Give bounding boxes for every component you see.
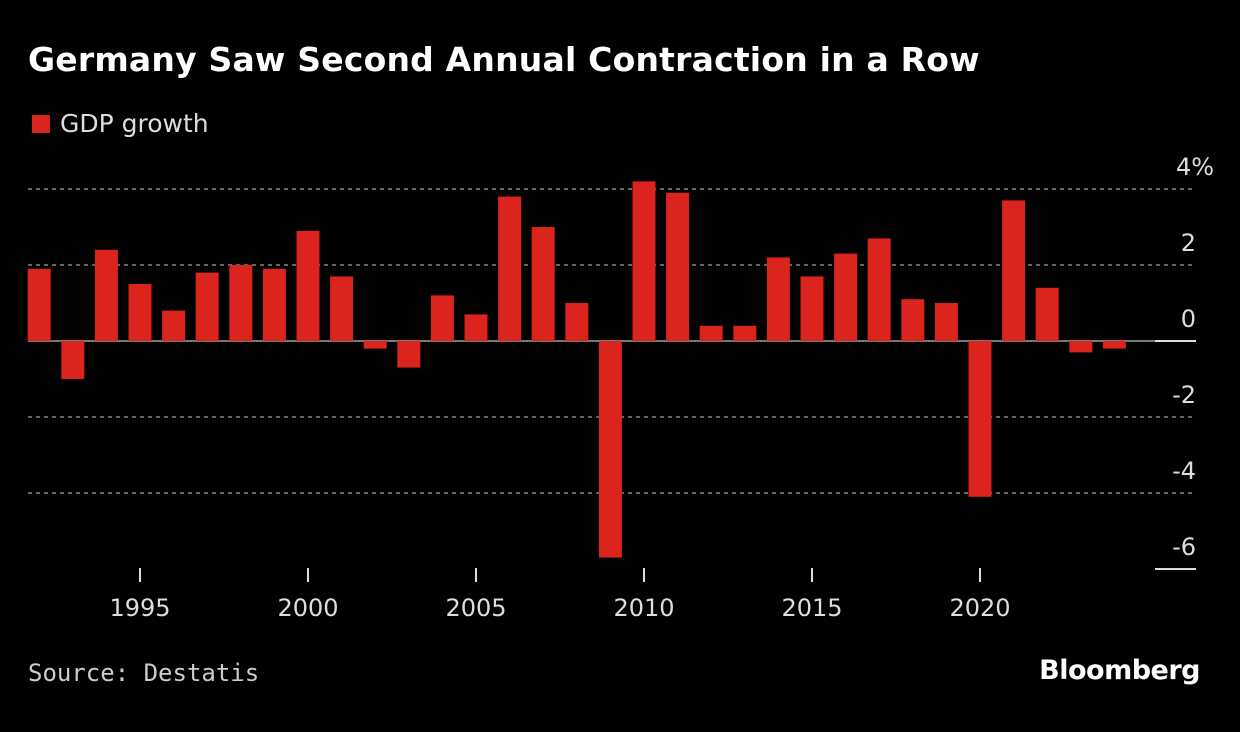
bar-2010 bbox=[632, 181, 656, 341]
bloomberg-logo: Bloomberg bbox=[1039, 655, 1200, 686]
bar-1994 bbox=[94, 249, 118, 341]
bar-2012 bbox=[699, 325, 723, 341]
y-tick-label: 0 bbox=[1181, 305, 1196, 333]
x-tick-label: 2015 bbox=[781, 594, 842, 622]
legend-swatch bbox=[32, 114, 50, 133]
bar-2007 bbox=[531, 227, 555, 341]
bar-1993 bbox=[61, 341, 85, 379]
x-tick-label: 2020 bbox=[949, 594, 1010, 622]
bar-2016 bbox=[834, 253, 858, 341]
bar-1992 bbox=[27, 268, 51, 341]
bar-2024 bbox=[1102, 341, 1126, 349]
bar-2006 bbox=[498, 196, 522, 341]
bar-2015 bbox=[800, 276, 824, 341]
bar-2011 bbox=[666, 192, 690, 341]
bar-2022 bbox=[1035, 287, 1059, 341]
bar-2018 bbox=[901, 299, 925, 341]
x-tick-label: 1995 bbox=[109, 594, 170, 622]
bar-2020 bbox=[968, 341, 992, 497]
y-tick-label: -2 bbox=[1172, 381, 1196, 409]
source-note: Source: Destatis bbox=[28, 659, 260, 687]
bar-2019 bbox=[934, 303, 958, 341]
y-tick-label: 2 bbox=[1181, 229, 1196, 257]
bar-2017 bbox=[867, 238, 891, 341]
bar-2001 bbox=[330, 276, 354, 341]
bar-2009 bbox=[598, 341, 622, 558]
bar-2000 bbox=[296, 230, 320, 341]
bar-2014 bbox=[766, 257, 790, 341]
bar-2005 bbox=[464, 314, 488, 341]
x-tick-label: 2000 bbox=[277, 594, 338, 622]
y-tick-label: -4 bbox=[1172, 457, 1196, 485]
bar-2004 bbox=[430, 295, 454, 341]
legend: GDP growth bbox=[32, 109, 209, 138]
bar-2008 bbox=[565, 303, 589, 341]
bar-1998 bbox=[229, 265, 253, 341]
bar-2021 bbox=[1002, 200, 1026, 341]
bar-2013 bbox=[733, 325, 757, 341]
bar-1996 bbox=[162, 310, 186, 341]
legend-label: GDP growth bbox=[60, 109, 209, 138]
x-tick-label: 2005 bbox=[445, 594, 506, 622]
bar-1997 bbox=[195, 272, 219, 341]
bar-2023 bbox=[1069, 341, 1093, 353]
bar-1999 bbox=[262, 268, 286, 341]
chart-title: Germany Saw Second Annual Contraction in… bbox=[28, 40, 980, 79]
x-tick-label: 2010 bbox=[613, 594, 674, 622]
bar-2003 bbox=[397, 341, 421, 368]
y-tick-label: 4% bbox=[1176, 153, 1214, 181]
bar-2002 bbox=[363, 341, 387, 349]
bar-1995 bbox=[128, 284, 152, 341]
y-tick-label: -6 bbox=[1172, 533, 1196, 561]
